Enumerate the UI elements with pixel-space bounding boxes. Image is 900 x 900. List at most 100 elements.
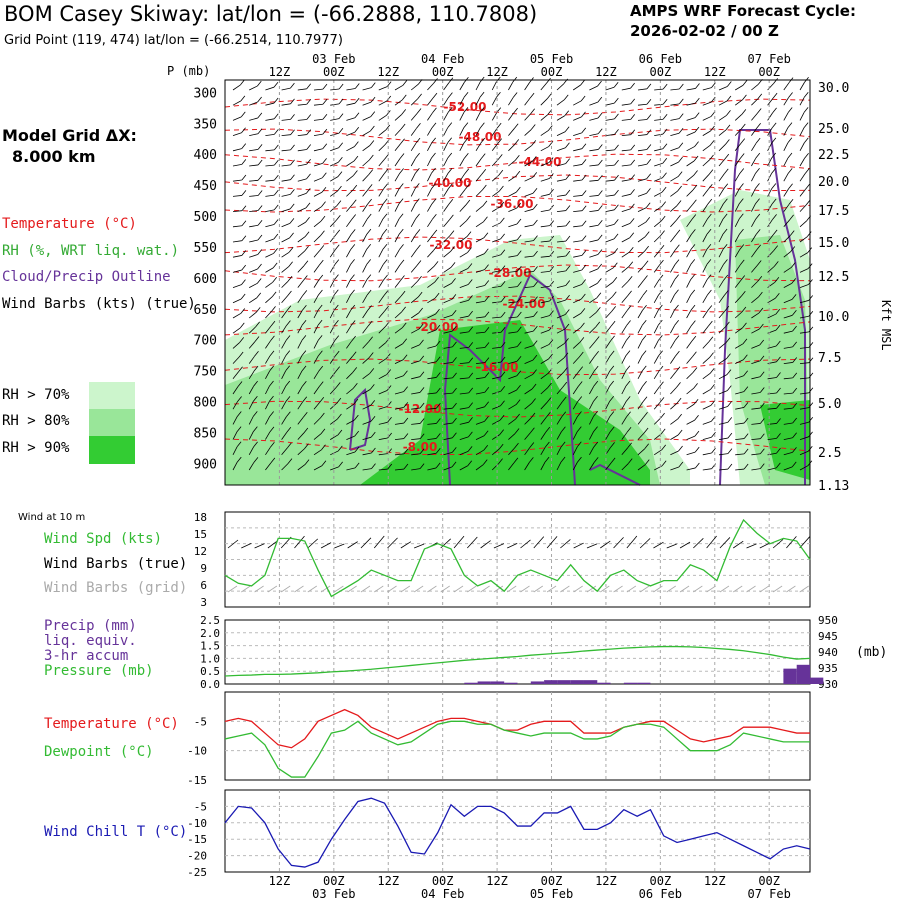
wind-barb <box>382 198 388 205</box>
wind-barb <box>410 312 419 319</box>
wind-barb <box>253 441 258 448</box>
wind-barb <box>427 266 435 273</box>
wind-barb <box>427 83 434 91</box>
wind-barb <box>783 392 793 395</box>
wind-barb <box>605 102 615 106</box>
wind-barb <box>427 329 436 334</box>
wind-barb <box>452 325 457 332</box>
wind-barb <box>418 323 424 330</box>
wind-barb <box>686 88 696 91</box>
wind-barb <box>556 431 562 440</box>
wind-barb <box>734 128 742 136</box>
wind-barb <box>378 86 388 91</box>
wind-barb <box>333 289 339 296</box>
wind-barb <box>336 214 341 221</box>
height-tick: 22.5 <box>818 148 849 163</box>
wind-barb <box>612 276 618 283</box>
wind-barb <box>662 158 668 164</box>
pressure-tick: 850 <box>194 426 217 441</box>
wind-barb <box>580 308 586 314</box>
wind-barb <box>415 229 421 235</box>
wind-barb <box>597 263 603 270</box>
wind-barb <box>734 85 744 91</box>
wind-barb <box>739 244 745 250</box>
wind-barb <box>443 330 453 334</box>
wind-barb <box>354 97 360 104</box>
wind-barb <box>662 128 668 135</box>
wind-barb <box>411 360 420 364</box>
wind-barb <box>572 84 581 91</box>
wind-barb <box>313 324 319 334</box>
wind-barb <box>686 388 694 395</box>
wind-barb <box>686 146 695 152</box>
wind-barb <box>297 355 303 364</box>
wind-barb <box>378 264 384 273</box>
wind-barb <box>621 401 627 410</box>
wind-barb <box>362 452 372 456</box>
wind-barb <box>320 542 332 549</box>
wind-barb-grid <box>427 585 437 593</box>
wind-barb <box>366 228 372 235</box>
wind-barb <box>281 325 287 334</box>
wind-barb <box>783 82 790 91</box>
wind-barb <box>735 375 744 380</box>
wind-barb <box>572 431 578 440</box>
wind-barb <box>302 305 307 311</box>
wind-barb <box>548 339 554 345</box>
temperature-contour <box>224 174 811 192</box>
wind-barb <box>329 371 337 380</box>
wind-barb <box>524 240 534 243</box>
wind-barb <box>232 116 242 121</box>
wind-barb <box>772 107 777 114</box>
wind-barb <box>354 112 360 118</box>
wind-barb <box>249 164 259 167</box>
wind-barb <box>273 219 279 225</box>
wind-barb <box>524 271 534 273</box>
wind-barb <box>378 249 384 258</box>
wind-barb <box>452 357 457 363</box>
wind-barb <box>581 293 586 300</box>
wind-barb <box>597 249 603 255</box>
wind-barb <box>362 436 372 440</box>
wind-barb <box>524 97 531 106</box>
wind-barb <box>267 540 279 549</box>
wind-barb <box>232 84 241 91</box>
wind-barb <box>306 83 312 90</box>
wind-barb-grid <box>600 585 610 593</box>
wind-barb <box>492 405 501 410</box>
wind-barb <box>593 441 599 448</box>
wind-barb <box>690 259 696 265</box>
wind-barb <box>581 159 587 165</box>
wind-barb <box>387 463 393 470</box>
wind-barb <box>630 159 636 166</box>
wind-barb <box>297 163 307 167</box>
wind-barb <box>613 81 619 88</box>
wind-barb <box>666 543 677 549</box>
wind-barb <box>508 404 517 410</box>
wind-speed-line <box>224 518 811 598</box>
wind-barb <box>637 325 643 334</box>
wind-barb <box>432 92 438 99</box>
wind-barb <box>540 146 549 152</box>
wind-barb <box>564 323 570 330</box>
wind-barb <box>693 398 699 405</box>
wind-barb <box>318 274 324 281</box>
wind-barb <box>346 88 356 91</box>
wind-barb <box>232 195 242 197</box>
wind-barb <box>573 255 583 258</box>
wind-barb <box>605 224 615 228</box>
wind-barb <box>637 119 647 121</box>
wind-barb <box>776 372 781 378</box>
wind-barb <box>772 92 778 99</box>
wind-barb <box>706 274 712 280</box>
wind-barb <box>702 341 710 349</box>
wind-barb <box>670 309 675 319</box>
wind-barb <box>771 152 777 159</box>
wind-barb <box>354 126 360 133</box>
wind-barb <box>702 130 711 136</box>
wind-barb <box>435 340 441 347</box>
wind-barb <box>313 220 322 228</box>
wind-barb <box>362 325 369 334</box>
wind-barb <box>533 219 538 226</box>
wind-barb <box>443 314 453 319</box>
